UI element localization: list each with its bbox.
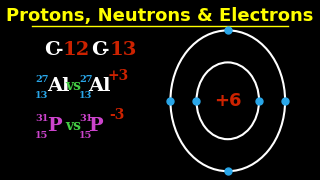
Text: +6: +6 [214,92,242,110]
Text: vs: vs [65,119,81,133]
Text: 31: 31 [79,114,92,123]
Text: -3: -3 [109,108,124,122]
Text: 13: 13 [35,91,48,100]
Text: 12: 12 [62,41,90,59]
Text: -: - [56,41,63,59]
Text: 27: 27 [79,75,93,84]
Text: 31: 31 [35,114,48,123]
Text: 15: 15 [79,130,92,140]
Text: P: P [47,117,61,135]
Text: 15: 15 [35,130,48,140]
Text: Al: Al [88,77,111,95]
Text: Al: Al [47,77,69,95]
Text: P: P [88,117,103,135]
Text: +3: +3 [108,69,129,83]
Text: C: C [91,41,107,59]
Text: C: C [44,41,60,59]
Text: Protons, Neutrons & Electrons: Protons, Neutrons & Electrons [6,7,314,25]
Text: 27: 27 [35,75,48,84]
Text: -: - [102,41,110,59]
Text: 13: 13 [109,41,137,59]
Text: vs: vs [65,79,81,93]
Text: 13: 13 [79,91,92,100]
